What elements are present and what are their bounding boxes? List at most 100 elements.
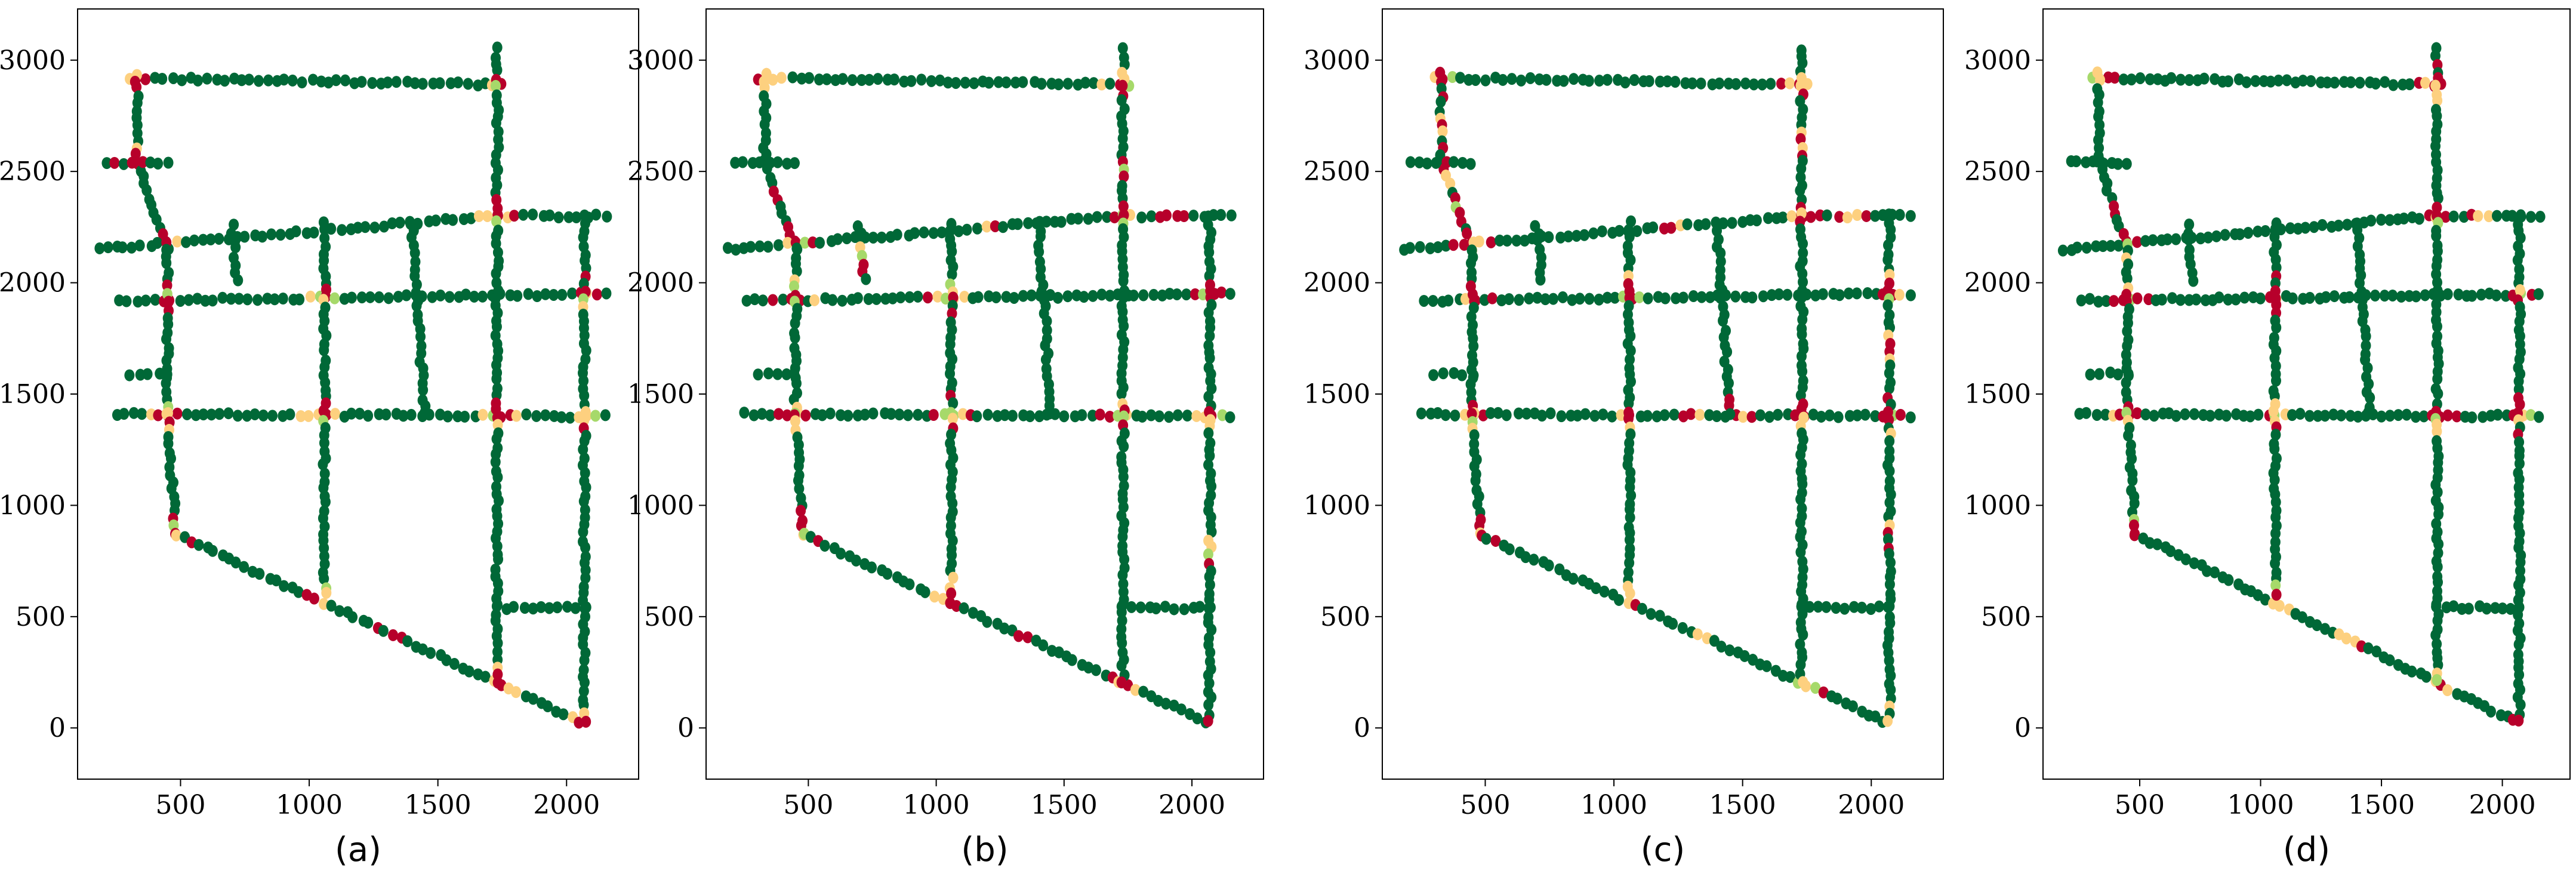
- scatter-point: [1450, 409, 1460, 422]
- scatter-point: [2132, 292, 2143, 304]
- scatter-point: [442, 410, 453, 423]
- scatter-point: [2363, 642, 2374, 654]
- scatter-point: [1440, 409, 1451, 422]
- scatter-point: [1860, 408, 1871, 421]
- scatter-point: [2223, 75, 2233, 88]
- scatter-points: [2057, 42, 2546, 727]
- scatter-point: [1204, 330, 1215, 342]
- scatter-point: [1905, 210, 1916, 222]
- scatter-point: [957, 408, 968, 420]
- scatter-point: [1882, 299, 1893, 312]
- scatter-point: [1634, 291, 1645, 303]
- scatter-point: [790, 331, 800, 344]
- scatter-point: [2214, 291, 2224, 304]
- scatter-point: [2328, 408, 2339, 421]
- scatter-point: [2098, 157, 2109, 170]
- scatter-point: [1485, 407, 1496, 419]
- scatter-point: [1795, 659, 1806, 671]
- scatter-point: [1798, 276, 1808, 288]
- scatter-point: [1022, 631, 1033, 644]
- scatter-point: [418, 384, 429, 396]
- scatter-point: [902, 409, 913, 422]
- scatter-point: [1179, 210, 1190, 223]
- scatter-points: [722, 42, 1237, 728]
- scatter-point: [1594, 293, 1604, 306]
- scatter-point: [2361, 330, 2371, 343]
- y-tick-label: 0: [49, 713, 66, 743]
- scatter-point: [2430, 140, 2441, 152]
- scatter-point: [2384, 214, 2395, 226]
- scatter-point: [1731, 78, 1742, 90]
- scatter-point: [1885, 684, 1896, 696]
- scatter-point: [827, 294, 838, 306]
- scatter-point: [1686, 408, 1696, 420]
- scatter-point: [127, 241, 137, 254]
- scatter-point: [1188, 210, 1199, 222]
- scatter-point: [1818, 686, 1829, 699]
- scatter-point: [2421, 670, 2432, 683]
- scatter-point: [2123, 429, 2134, 442]
- scatter-point: [492, 471, 503, 484]
- scatter-point: [1852, 209, 1863, 222]
- scatter-point: [1001, 76, 1012, 89]
- scatter-point: [163, 318, 174, 331]
- scatter-point: [765, 156, 775, 169]
- scatter-point: [2171, 233, 2181, 245]
- scatter-point: [1579, 229, 1589, 241]
- scatter-point: [346, 407, 357, 420]
- scatter-point: [140, 294, 151, 307]
- scatter-point: [2253, 408, 2264, 421]
- scatter-point: [383, 292, 394, 304]
- scatter-point: [1774, 288, 1785, 300]
- scatter-point: [998, 221, 1009, 233]
- y-tick-label: 3000: [1304, 45, 1370, 76]
- scatter-point: [2497, 602, 2508, 615]
- scatter-point: [748, 409, 759, 422]
- scatter-point: [1584, 293, 1595, 305]
- scatter-point: [899, 75, 910, 88]
- scatter-point: [2113, 239, 2124, 252]
- scatter-point: [894, 408, 905, 421]
- scatter-point: [1023, 217, 1034, 229]
- scatter-point: [234, 293, 245, 305]
- scatter-point: [2266, 75, 2276, 88]
- scatter-point: [886, 408, 896, 420]
- scatter-point: [2513, 512, 2523, 524]
- scatter-point: [294, 293, 305, 306]
- scatter-point: [876, 231, 887, 244]
- scatter-point: [2330, 76, 2340, 89]
- scatter-point: [134, 239, 145, 252]
- scatter-point: [1191, 410, 1202, 422]
- scatter-point: [871, 293, 882, 305]
- scatter-point: [2453, 288, 2464, 301]
- scatter-point: [2270, 374, 2281, 387]
- scatter-point: [278, 293, 288, 305]
- scatter-point: [948, 397, 959, 410]
- scatter-point: [1795, 493, 1806, 506]
- scatter-point: [1203, 390, 1214, 403]
- scatter-point: [544, 602, 554, 614]
- scatter-point: [1090, 664, 1101, 676]
- scatter-point: [859, 408, 870, 421]
- scatter-point: [2243, 226, 2254, 239]
- scatter-point: [895, 291, 906, 304]
- scatter-point: [731, 244, 741, 256]
- scatter-point: [2467, 411, 2478, 424]
- scatter-point: [511, 410, 522, 422]
- scatter-point: [153, 157, 164, 170]
- scatter-point: [2467, 290, 2478, 302]
- scatter-point: [2379, 290, 2390, 302]
- scatter-point: [1569, 73, 1579, 85]
- scatter-point: [1495, 234, 1505, 247]
- scatter-point: [2270, 527, 2281, 540]
- scatter-point: [1137, 410, 1148, 423]
- scatter-point: [1415, 241, 1425, 253]
- scatter-point: [2250, 75, 2261, 87]
- scatter-point: [591, 288, 602, 301]
- scatter-point: [928, 409, 939, 422]
- scatter-point: [926, 75, 937, 87]
- scatter-point: [2156, 293, 2167, 306]
- scatter-point: [2433, 387, 2443, 400]
- scatter-point: [1671, 292, 1681, 304]
- scatter-point: [142, 368, 153, 380]
